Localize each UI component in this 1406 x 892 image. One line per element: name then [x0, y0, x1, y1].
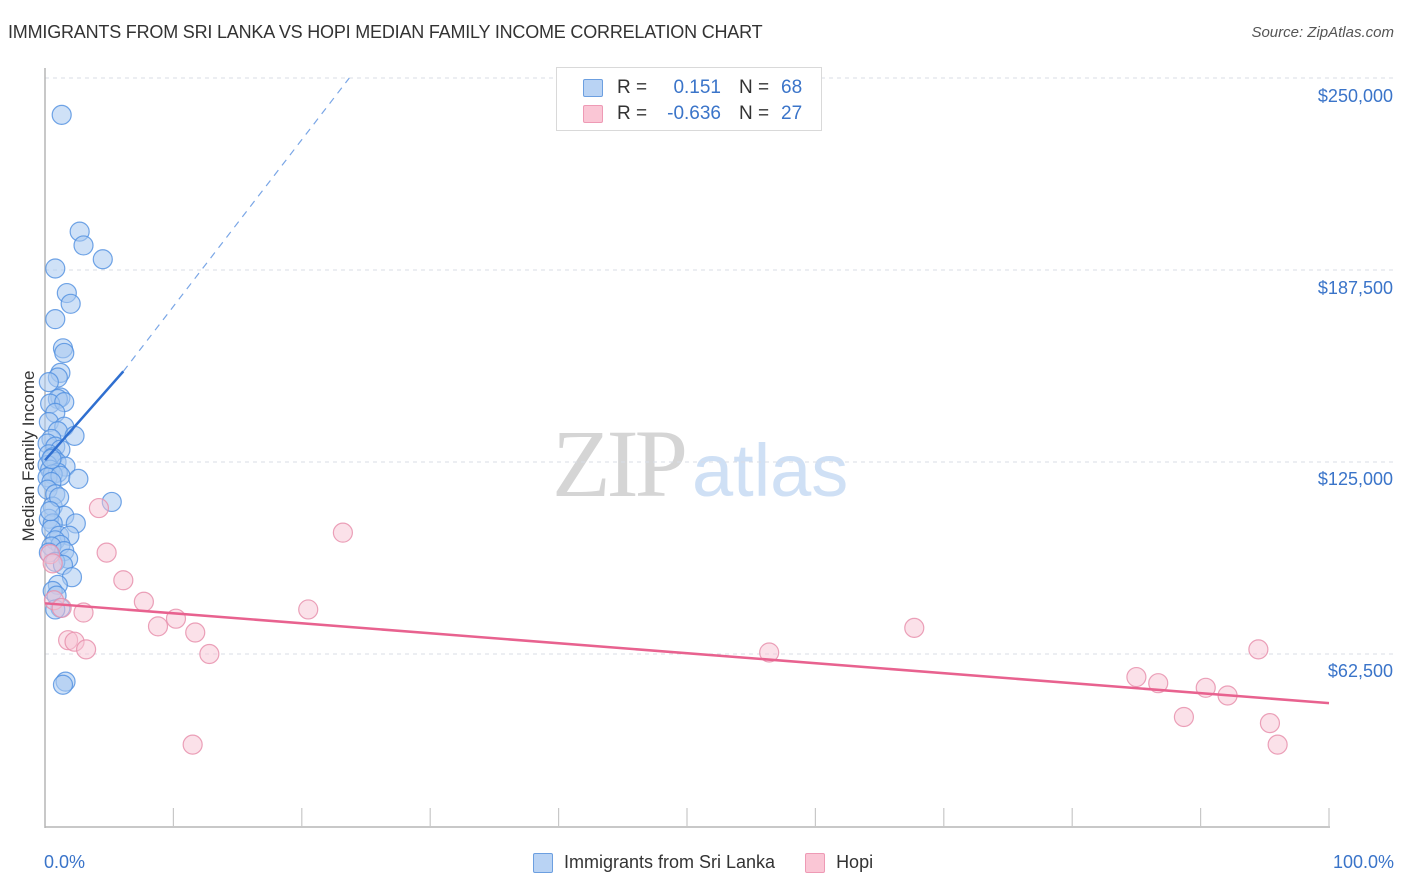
legend-r-value: -0.636 [667, 103, 721, 124]
series-legend: Immigrants from Sri Lanka Hopi [533, 852, 903, 873]
legend-r-label: R = [617, 103, 648, 124]
series-hopi-points [40, 497, 1288, 755]
legend-item-sri-lanka[interactable]: Immigrants from Sri Lanka [533, 852, 775, 873]
legend-swatch-blue [533, 852, 553, 873]
y-tick-62500: $62,500 [1327, 661, 1393, 681]
legend-n-label: N = [739, 77, 770, 98]
legend-label-hopi: Hopi [836, 852, 874, 872]
series-sri-lanka-points [37, 104, 122, 695]
y-tick-187500: $187,500 [1317, 278, 1393, 298]
legend-n-label: N = [739, 103, 770, 124]
watermark: ZIP atlas [552, 408, 848, 519]
correlation-legend: R = 0.151 N = 68 R = -0.636 N = 27 [556, 67, 822, 131]
legend-swatch-blue [583, 79, 603, 97]
y-tick-125000: $125,000 [1317, 469, 1393, 489]
legend-n-value: 68 [781, 77, 803, 98]
watermark-zip: ZIP [552, 410, 688, 517]
legend-n-value: 27 [781, 103, 803, 124]
legend-row-sri-lanka: R = 0.151 N = 68 [583, 76, 802, 100]
legend-r-label: R = [617, 77, 648, 98]
x-tick-max: 100.0% [1332, 852, 1394, 872]
trend-line-extension-blue [122, 77, 350, 372]
chart-title: IMMIGRANTS FROM SRI LANKA VS HOPI MEDIAN… [8, 22, 763, 42]
gridlines [45, 77, 1395, 655]
legend-r-value: 0.151 [673, 77, 721, 98]
y-tick-250000: $250,000 [1317, 86, 1393, 106]
y-axis-label: Median Family Income [19, 370, 38, 542]
legend-item-hopi[interactable]: Hopi [805, 852, 873, 873]
legend-label-sri-lanka: Immigrants from Sri Lanka [564, 852, 776, 872]
axes [44, 68, 1330, 828]
x-tick-min: 0.0% [44, 852, 86, 872]
watermark-atlas: atlas [692, 429, 849, 512]
legend-row-hopi: R = -0.636 N = 27 [583, 102, 802, 126]
trend-lines [44, 370, 1330, 705]
legend-swatch-pink [805, 852, 826, 873]
legend-swatch-pink [583, 105, 603, 123]
source-label: Source: ZipAtlas.com [1251, 24, 1394, 41]
